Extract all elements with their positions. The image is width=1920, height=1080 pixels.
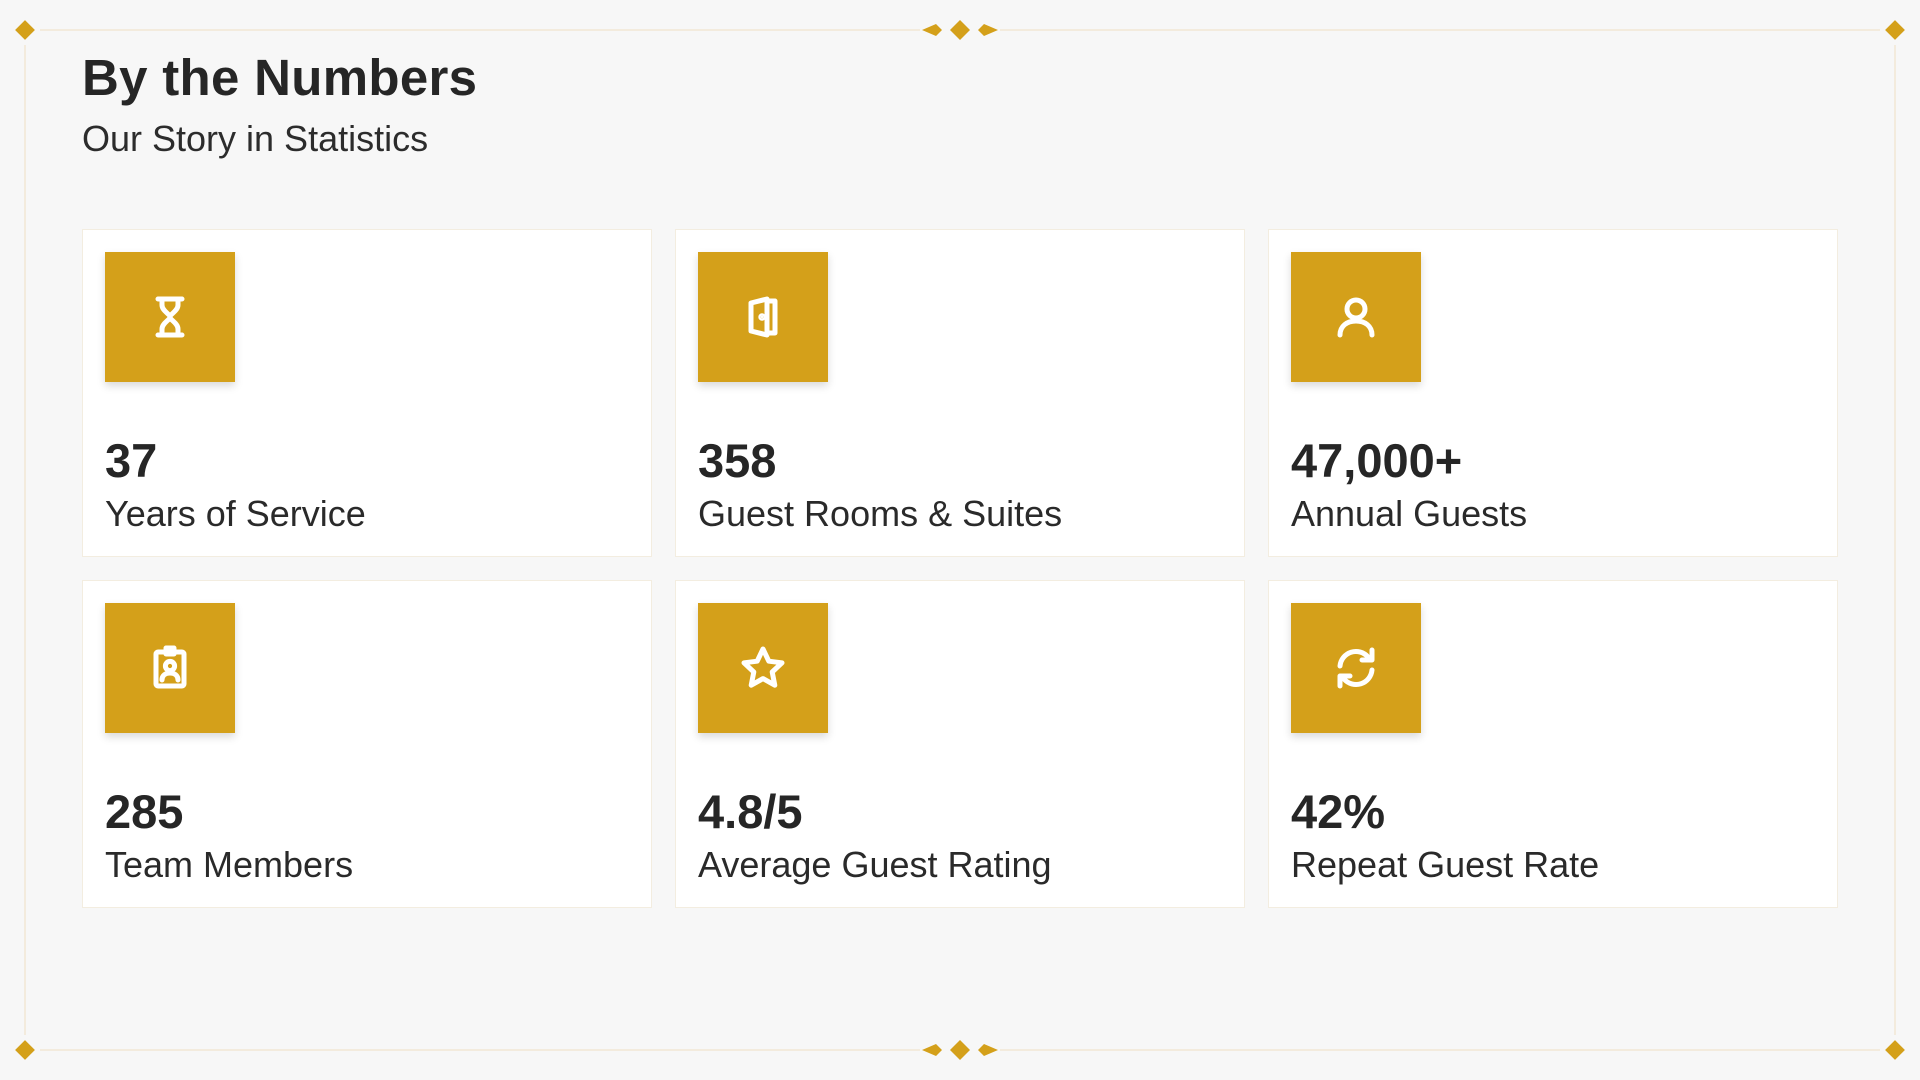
stat-value: 4.8/5 <box>698 785 803 838</box>
stat-value: 285 <box>105 785 184 838</box>
stat-value: 358 <box>698 434 777 487</box>
stat-label: Average Guest Rating <box>698 844 1052 885</box>
stat-label: Repeat Guest Rate <box>1291 844 1600 885</box>
frame-bottom-line <box>1000 1049 1880 1051</box>
stat-card-years: 37 Years of Service <box>82 229 652 557</box>
stat-label: Annual Guests <box>1291 493 1528 534</box>
corner-diamond-icon <box>1885 20 1905 40</box>
user-icon <box>1291 252 1421 382</box>
stat-label: Guest Rooms & Suites <box>698 493 1063 534</box>
stat-card-guests: 47,000+ Annual Guests <box>1268 229 1838 557</box>
stat-value: 42% <box>1291 785 1386 838</box>
frame-top-line <box>1000 29 1880 31</box>
id-badge-icon <box>105 603 235 733</box>
stats-grid: 37 Years of Service 358 Guest Rooms & Su… <box>82 229 1838 908</box>
stat-card-rating: 4.8/5 Average Guest Rating <box>675 580 1245 908</box>
refresh-icon <box>1291 603 1421 733</box>
ornament-icon <box>922 1040 998 1060</box>
frame-left-line <box>24 45 26 1035</box>
frame-right-line <box>1894 45 1896 1035</box>
page-subtitle: Our Story in Statistics <box>82 118 429 159</box>
stat-label: Years of Service <box>105 493 366 534</box>
frame-top-line <box>40 29 920 31</box>
stat-card-rooms: 358 Guest Rooms & Suites <box>675 229 1245 557</box>
page-title: By the Numbers <box>82 49 478 106</box>
corner-diamond-icon <box>15 20 35 40</box>
corner-diamond-icon <box>1885 1040 1905 1060</box>
stat-value: 37 <box>105 434 158 487</box>
corner-diamond-icon <box>15 1040 35 1060</box>
stat-card-repeat: 42% Repeat Guest Rate <box>1268 580 1838 908</box>
ornament-icon <box>922 20 998 40</box>
hourglass-icon <box>105 252 235 382</box>
stat-value: 47,000+ <box>1291 434 1463 487</box>
stat-card-team: 285 Team Members <box>82 580 652 908</box>
frame-bottom-line <box>40 1049 920 1051</box>
door-icon <box>698 252 828 382</box>
star-icon <box>698 603 828 733</box>
stat-label: Team Members <box>105 844 354 885</box>
